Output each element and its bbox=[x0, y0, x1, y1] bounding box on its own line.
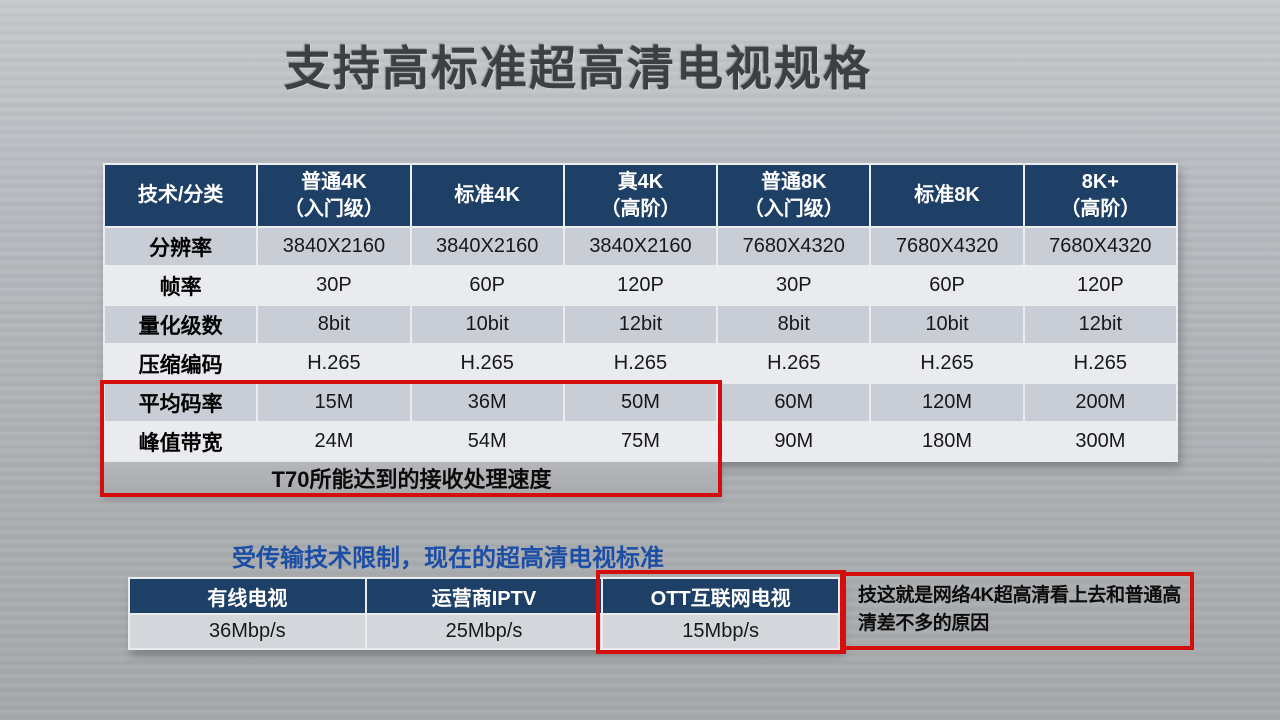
table-row-codec: 压缩编码 H.265 H.265 H.265 H.265 H.265 H.265 bbox=[105, 345, 1176, 382]
value-cell: 12bit bbox=[564, 306, 717, 343]
value-cell: 8bit bbox=[258, 306, 410, 343]
table-row-resolution: 分辨率 3840X2160 3840X2160 3840X2160 7680X4… bbox=[105, 228, 1176, 265]
header-cell-iptv: 运营商IPTV bbox=[366, 579, 602, 613]
value-cell: 7680X4320 bbox=[718, 228, 870, 265]
annotation-text: 技这就是网络4K超高清看上去和普通高清差不多的原因 bbox=[858, 585, 1181, 634]
bandwidth-table: 有线电视 运营商IPTV OTT互联网电视 36Mbp/s 25Mbp/s 15… bbox=[128, 577, 840, 650]
value-cell: 7680X4320 bbox=[1024, 228, 1176, 265]
table-row-bitdepth: 量化级数 8bit 10bit 12bit 8bit 10bit 12bit bbox=[105, 306, 1176, 343]
row-label: 分辨率 bbox=[105, 228, 257, 265]
value-cell: 54M bbox=[411, 423, 563, 460]
bandwidth-header-row: 有线电视 运营商IPTV OTT互联网电视 bbox=[130, 579, 838, 613]
value-cell-ott: 15Mbp/s bbox=[603, 615, 838, 648]
value-cell: 300M bbox=[1024, 423, 1176, 460]
value-cell: 15M bbox=[258, 384, 410, 421]
table-row-avg-bitrate: 平均码率 15M 36M 50M 60M 120M 200M bbox=[105, 384, 1176, 421]
value-cell: 180M bbox=[871, 423, 1023, 460]
bandwidth-value-row: 36Mbp/s 25Mbp/s 15Mbp/s bbox=[130, 615, 838, 648]
value-cell: 24M bbox=[258, 423, 410, 460]
value-cell: 12bit bbox=[1024, 306, 1176, 343]
highlight-box-annotation bbox=[840, 572, 1194, 650]
value-cell: 200M bbox=[1024, 384, 1176, 421]
header-cell-true4k: 真4K （高阶） bbox=[564, 165, 717, 226]
value-cell-iptv: 25Mbp/s bbox=[366, 615, 602, 648]
header-cell-ott: OTT互联网电视 bbox=[603, 579, 838, 613]
value-cell: 3840X2160 bbox=[564, 228, 717, 265]
header-cell-standard4k: 标准4K bbox=[411, 165, 563, 226]
value-cell: 120P bbox=[564, 267, 717, 304]
value-cell: H.265 bbox=[718, 345, 870, 382]
value-cell: 3840X2160 bbox=[411, 228, 563, 265]
value-cell: 30P bbox=[718, 267, 870, 304]
value-cell: 10bit bbox=[871, 306, 1023, 343]
highlight-box-t70 bbox=[100, 380, 722, 497]
row-label: 帧率 bbox=[105, 267, 257, 304]
header-cell-category: 技术/分类 bbox=[105, 165, 257, 226]
value-cell: 3840X2160 bbox=[258, 228, 410, 265]
row-label: 峰值带宽 bbox=[105, 423, 257, 460]
header-cell-cable-tv: 有线电视 bbox=[130, 579, 365, 613]
bandwidth-subtitle: 受传输技术限制，现在的超高清电视标准 bbox=[232, 545, 664, 572]
spec-header-row: 技术/分类 普通4K （入门级） 标准4K 真4K （高阶） 普通8K （入门级） 标… bbox=[105, 165, 1176, 226]
value-cell: H.265 bbox=[1024, 345, 1176, 382]
value-cell: 30P bbox=[258, 267, 410, 304]
header-cell-8kplus: 8K+ （高阶） bbox=[1024, 165, 1176, 226]
value-cell: 60P bbox=[411, 267, 563, 304]
header-cell-basic4k: 普通4K （入门级） bbox=[258, 165, 410, 226]
value-cell: 7680X4320 bbox=[871, 228, 1023, 265]
table-row-framerate: 帧率 30P 60P 120P 30P 60P 120P bbox=[105, 267, 1176, 304]
value-cell: 90M bbox=[718, 423, 870, 460]
value-cell: 120P bbox=[1024, 267, 1176, 304]
value-cell: H.265 bbox=[258, 345, 410, 382]
spec-table: 技术/分类 普通4K （入门级） 标准4K 真4K （高阶） 普通8K （入门级） 标… bbox=[103, 163, 1178, 462]
header-cell-standard8k: 标准8K bbox=[871, 165, 1023, 226]
table-row-peak-bandwidth: 峰值带宽 24M 54M 75M 90M 180M 300M bbox=[105, 423, 1176, 460]
value-cell: 60P bbox=[871, 267, 1023, 304]
value-cell: 75M bbox=[564, 423, 717, 460]
row-label: 压缩编码 bbox=[105, 345, 257, 382]
row-label: 量化级数 bbox=[105, 306, 257, 343]
value-cell: 36M bbox=[411, 384, 563, 421]
value-cell: 60M bbox=[718, 384, 870, 421]
value-cell: 50M bbox=[564, 384, 717, 421]
value-cell: H.265 bbox=[411, 345, 563, 382]
slide-title: 支持高标准超高清电视规格 bbox=[284, 42, 872, 95]
t70-capability-note: T70所能达到的接收处理速度 bbox=[103, 462, 720, 494]
value-cell: 8bit bbox=[718, 306, 870, 343]
value-cell: 10bit bbox=[411, 306, 563, 343]
value-cell: H.265 bbox=[871, 345, 1023, 382]
highlight-box-ott bbox=[596, 570, 846, 654]
value-cell: 120M bbox=[871, 384, 1023, 421]
value-cell: H.265 bbox=[564, 345, 717, 382]
value-cell-cable-tv: 36Mbp/s bbox=[130, 615, 365, 648]
row-label: 平均码率 bbox=[105, 384, 257, 421]
header-cell-basic8k: 普通8K （入门级） bbox=[718, 165, 870, 226]
